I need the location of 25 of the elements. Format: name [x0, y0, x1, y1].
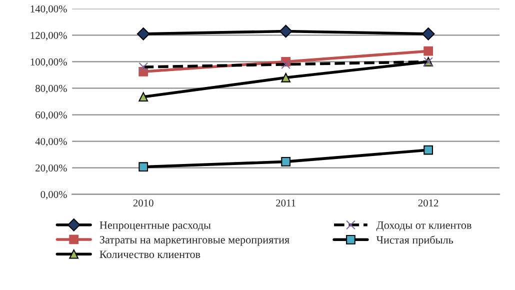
point — [281, 157, 291, 166]
point — [138, 92, 148, 102]
legend-label: Доходы от клиентов — [376, 222, 472, 232]
point — [424, 46, 433, 56]
point — [136, 27, 150, 40]
y-tick-label: 140,00% — [30, 5, 67, 14]
point — [279, 24, 292, 38]
y-tick-label: 0,00% — [40, 190, 67, 200]
point — [422, 27, 435, 40]
legend-label: Непроцентные расходы — [100, 222, 211, 232]
point — [424, 145, 433, 155]
point — [281, 72, 291, 82]
y-tick-label: 80,00% — [36, 84, 67, 94]
y-tick-label: 40,00% — [35, 138, 67, 146]
point — [138, 162, 148, 172]
legend-label: Затраты на маркетинговые мероприятия — [100, 236, 290, 246]
x-tick-label: 2011 — [276, 199, 296, 206]
y-tick-label: 60,00% — [36, 111, 67, 120]
x-tick-label: 2012 — [418, 199, 438, 206]
legend-label: Чистая прибыль — [376, 236, 454, 246]
y-tick-label: 120,00% — [30, 32, 67, 40]
legend-label: Количество клиентов — [100, 250, 200, 258]
y-tick-label: 20,00% — [36, 164, 67, 173]
y-tick-label: 100,00% — [30, 58, 67, 67]
x-tick-label: 2010 — [133, 199, 154, 206]
